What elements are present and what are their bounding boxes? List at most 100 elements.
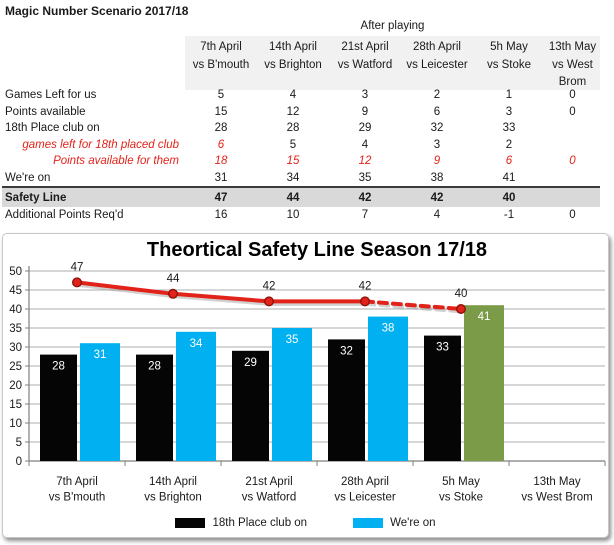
x-category-label: 5h May: [442, 476, 480, 488]
column-header-line: vs Brighton: [264, 58, 322, 71]
safety-line-solid: [76, 280, 365, 304]
table-row-7: Additional Points Req'd 16 10 7 4 -1 0: [2, 207, 600, 224]
table-cell: 6: [505, 155, 513, 168]
y-tick-label: 25: [9, 361, 22, 373]
y-tick-label: 50: [9, 266, 22, 278]
bar-value-label: 32: [340, 345, 353, 357]
table-cell: 42: [430, 191, 444, 204]
x-category-label: 7th April: [56, 476, 98, 488]
chart-canvas: 0 5 10 15 20 25 30 35 40 45 50 28 28 29 32 33 31 34 35 38 41…: [9, 261, 606, 504]
row-label: Safety Line: [5, 191, 67, 204]
bar-18th-place: [328, 339, 365, 461]
table-cell: 9: [433, 155, 441, 168]
table-cell: 0: [569, 105, 576, 118]
y-tick-label: 15: [9, 399, 22, 411]
column-header-line: 13th May: [548, 41, 597, 53]
row-label: 18th Place club on: [5, 122, 100, 135]
table-cell: 12: [358, 155, 372, 168]
x-category-label: vs West Brom: [521, 492, 592, 504]
table-row-0: Games Left for us 5 4 3 2 1 0: [2, 87, 600, 104]
safety-line-chart: 0 5 10 15 20 25 30 35 40 45 50 28 28 29 32 33 31 34 35 38 41…: [2, 233, 609, 538]
bar-value-label: 34: [190, 338, 203, 350]
table-cell: 0: [569, 89, 576, 102]
table-cell: 3: [505, 105, 513, 118]
bar-value-label: 35: [286, 334, 299, 346]
scenario-table: Games Left for us 5 4 3 2 1 0 Points available 1…: [2, 87, 600, 224]
row-label: Points available for them: [53, 155, 179, 168]
table-cell: 10: [286, 209, 300, 222]
column-header-line: vs Stoke: [486, 58, 532, 71]
y-tick-label: 10: [9, 418, 22, 430]
table-cell: 9: [361, 105, 369, 118]
line-shadow-solid: [78, 282, 367, 306]
column-header-line: 14th April: [269, 41, 317, 53]
table-cell: 28: [214, 122, 228, 135]
table-cell: 0: [569, 209, 576, 222]
bar-18th-place: [424, 335, 461, 461]
legend-label: We're on: [390, 517, 436, 529]
table-cell: 6: [217, 138, 225, 151]
line-shadow-dashed: [364, 301, 465, 314]
table-cell: 32: [430, 122, 444, 135]
table-cell: 6: [433, 105, 441, 118]
table-row-4: Points available for them 18 15 12 9 6 0: [2, 153, 600, 170]
line-shadow: [78, 282, 465, 314]
legend-item-1: We're on: [353, 517, 436, 529]
bar-value-label: 28: [148, 361, 161, 373]
bar-value-label: 28: [52, 361, 65, 373]
x-category-label: vs B'mouth: [49, 492, 106, 504]
table-row-1: Points available 15 12 9 6 3 0: [2, 104, 600, 121]
table-row-5: We're on 31 34 35 38 41: [2, 170, 600, 187]
x-category-label: vs Watford: [242, 492, 297, 504]
x-category-label: 14th April: [149, 476, 197, 488]
table-cell: 4: [433, 209, 441, 222]
y-tick-label: 40: [9, 304, 22, 316]
y-tick-label: 20: [9, 380, 22, 392]
table-cell: 5: [217, 89, 225, 102]
legend-swatch-icon: [353, 518, 384, 528]
x-category-label: vs Leicester: [334, 492, 396, 504]
bar-18th-place: [232, 350, 269, 461]
column-header-line: vs Watford: [337, 58, 393, 71]
y-tick-label: 5: [16, 437, 22, 449]
column-header-line: vs B'mouth: [192, 58, 250, 71]
column-header-line: 28th April: [413, 41, 461, 53]
bar-were-on: [368, 316, 408, 461]
bar-value-label: 41: [478, 311, 491, 323]
row-label: Games Left for us: [5, 89, 97, 102]
table-cell: 0: [569, 155, 576, 168]
line-marker: [456, 303, 467, 314]
table-cell: 15: [286, 155, 300, 168]
table-cell: -1: [503, 209, 515, 222]
table-cell: 3: [361, 89, 369, 102]
legend-label: 18th Place club on: [212, 517, 308, 529]
table-cell: 4: [289, 89, 297, 102]
line-marker: [360, 296, 371, 307]
column-header-line: vs Leicester: [406, 58, 468, 71]
column-header-3: 28th April vs Leicester: [401, 36, 473, 92]
table-cell: 35: [358, 171, 372, 184]
table-cell: 1: [505, 89, 513, 102]
line-value-label: 40: [455, 288, 468, 300]
bar-18th-place: [40, 354, 77, 461]
x-category-label: vs Stoke: [439, 492, 483, 504]
x-category-label: vs Brighton: [144, 492, 202, 504]
table-cell: 41: [502, 171, 516, 184]
column-header-5: 13th May vs West Brom: [545, 36, 600, 92]
legend-item-0: 18th Place club on: [175, 517, 307, 529]
table-cell: 4: [361, 138, 369, 151]
after-playing-header: After playing: [360, 20, 425, 32]
table-cell: 47: [214, 191, 228, 204]
table-cell: 29: [358, 122, 372, 135]
table-cell: 12: [286, 105, 300, 118]
y-tick-label: 35: [9, 323, 22, 335]
table-column-headers: 7th April vs B'mouth 14th April vs Brighton…: [185, 36, 600, 90]
row-label: games left for 18th placed club: [22, 138, 179, 151]
table-cell: 31: [214, 171, 228, 184]
line-value-label: 42: [263, 280, 276, 292]
table-cell: 7: [361, 209, 369, 222]
column-header-4: 5h May vs Stoke: [473, 36, 545, 92]
table-cell: 15: [214, 105, 228, 118]
line-marker: [264, 296, 275, 307]
bar-were-on: [176, 331, 216, 461]
